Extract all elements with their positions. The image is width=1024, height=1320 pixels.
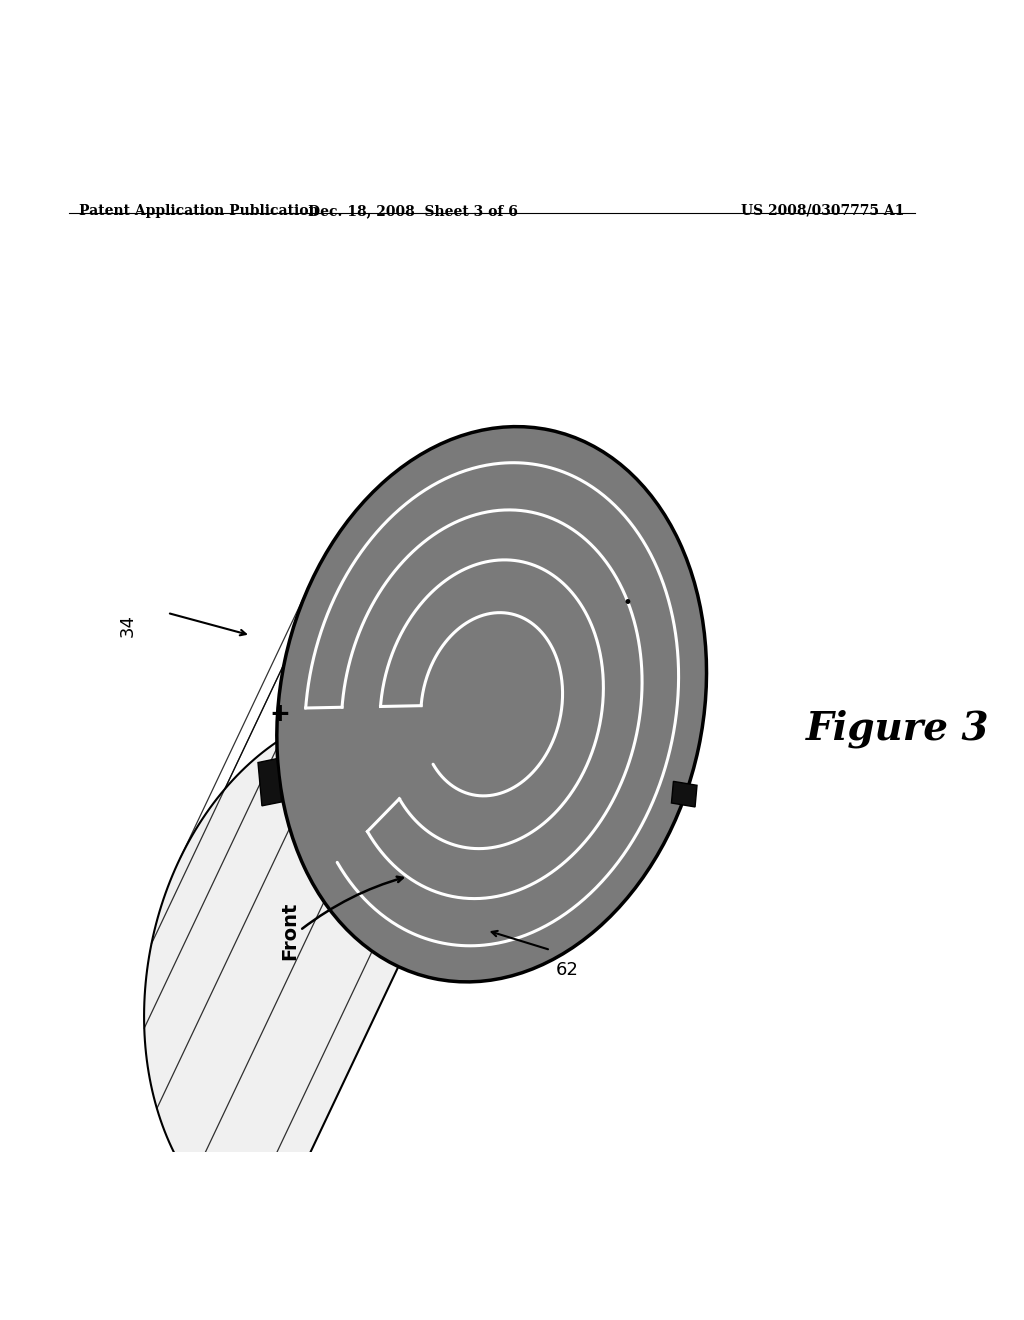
Ellipse shape [276,426,707,982]
Polygon shape [672,781,697,807]
Text: Patent Application Publication: Patent Application Publication [79,203,318,218]
Polygon shape [258,759,282,805]
Text: 62: 62 [556,961,579,978]
Text: Figure 3: Figure 3 [806,710,990,748]
Text: +: + [269,702,291,726]
Text: Dec. 18, 2008  Sheet 3 of 6: Dec. 18, 2008 Sheet 3 of 6 [308,203,518,218]
Text: •: • [623,594,632,612]
Text: Front: Front [281,902,299,960]
Polygon shape [144,426,513,1247]
Text: 34: 34 [119,614,137,638]
Text: US 2008/0307775 A1: US 2008/0307775 A1 [741,203,904,218]
